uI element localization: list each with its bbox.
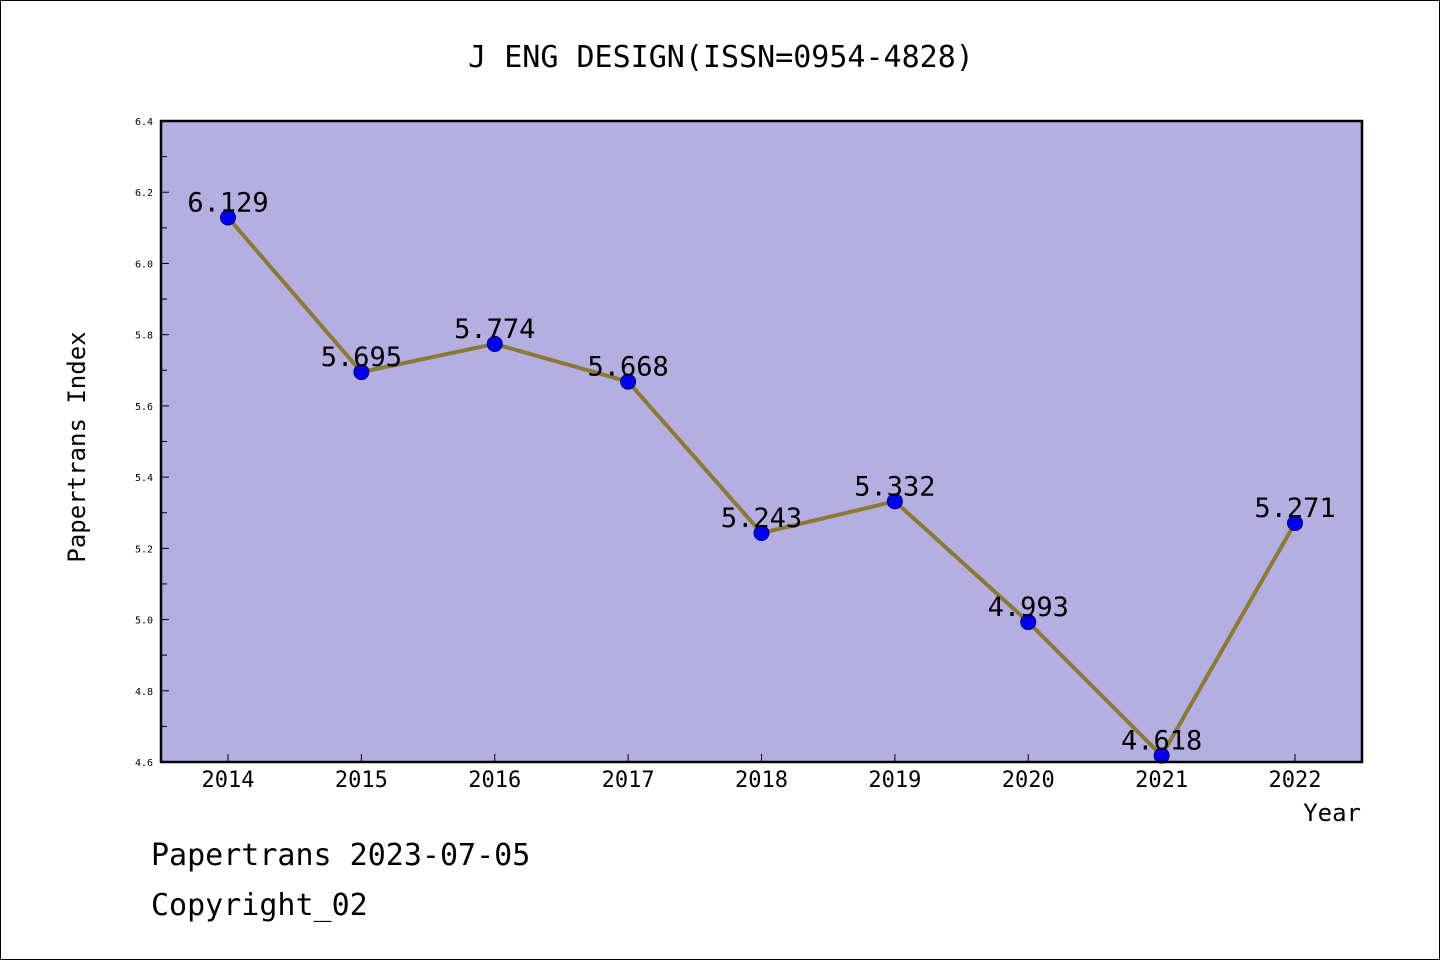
data-point bbox=[1287, 515, 1303, 532]
y-tick-label: 5.4 bbox=[135, 473, 153, 484]
y-tick-label: 6.4 bbox=[135, 117, 153, 128]
y-axis-ticks: 4.6 4.8 5.0 5.2 5.4 5.6 5.8 6.0 6.2 6.4 bbox=[135, 117, 169, 769]
data-label: 4.993 bbox=[988, 592, 1069, 623]
x-tick-label: 2020 bbox=[1002, 768, 1055, 793]
x-tick-label: 2017 bbox=[602, 768, 655, 793]
x-tick-label: 2015 bbox=[335, 768, 388, 793]
plot-border bbox=[159, 119, 1364, 764]
x-tick-label: 2018 bbox=[735, 768, 788, 793]
data-label: 5.695 bbox=[321, 342, 402, 373]
y-tick-label: 5.8 bbox=[135, 331, 153, 342]
data-label: 5.774 bbox=[454, 314, 535, 345]
data-point bbox=[886, 493, 903, 510]
y-tick-label: 5.2 bbox=[135, 544, 153, 555]
x-tick-label: 2014 bbox=[202, 768, 255, 793]
data-label: 5.332 bbox=[854, 471, 935, 502]
data-label: 6.129 bbox=[187, 188, 268, 219]
data-point bbox=[1020, 614, 1037, 631]
x-tick-label: 2021 bbox=[1135, 768, 1188, 793]
data-point bbox=[486, 335, 503, 352]
data-label: 5.668 bbox=[587, 352, 668, 383]
x-tick-label: 2019 bbox=[868, 768, 921, 793]
y-axis-title: Papertrans Index bbox=[63, 331, 91, 562]
data-label: 5.271 bbox=[1254, 493, 1335, 524]
data-point bbox=[620, 373, 637, 390]
y-tick-label: 6.0 bbox=[135, 259, 153, 270]
data-point bbox=[753, 525, 770, 542]
y-tick-label: 5.6 bbox=[135, 402, 153, 413]
y-tick-label: 4.6 bbox=[135, 758, 153, 769]
data-point bbox=[220, 209, 236, 226]
y-tick-label: 6.2 bbox=[135, 188, 153, 199]
data-label: 4.618 bbox=[1121, 726, 1202, 757]
x-tick-label: 2016 bbox=[468, 768, 521, 793]
footer-copyright: Copyright_02 bbox=[151, 888, 368, 923]
y-tick-label: 5.0 bbox=[135, 616, 153, 627]
chart-title: J ENG DESIGN(ISSN=0954-4828) bbox=[468, 40, 974, 75]
series-layer: 6.129 5.695 5.774 5.668 5.243 5.332 4.993 4.618… bbox=[187, 188, 1336, 764]
data-label: 5.243 bbox=[721, 503, 802, 534]
x-tick-label: 2022 bbox=[1269, 768, 1322, 793]
y-tick-label: 4.8 bbox=[135, 687, 153, 698]
data-point bbox=[353, 364, 370, 381]
footer-date: Papertrans 2023-07-05 bbox=[151, 838, 530, 873]
x-axis-ticks: 2014 2015 2016 2017 2018 2019 2020 2021 2022 bbox=[202, 754, 1322, 793]
x-axis-title: Year bbox=[1303, 799, 1361, 827]
plot-area bbox=[161, 121, 1362, 762]
